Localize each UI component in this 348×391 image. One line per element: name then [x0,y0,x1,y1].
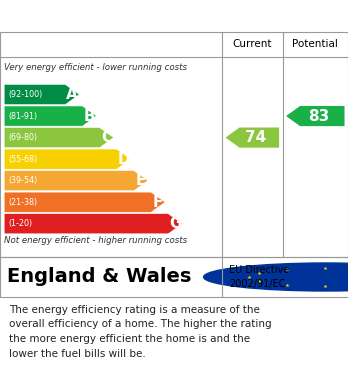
Text: A: A [66,87,78,102]
Text: 74: 74 [245,130,267,145]
Text: Energy Efficiency Rating: Energy Efficiency Rating [9,9,211,23]
Polygon shape [4,106,96,126]
Text: Current: Current [232,39,272,49]
Polygon shape [226,127,279,148]
Polygon shape [4,192,165,212]
Polygon shape [4,170,148,191]
Text: The energy efficiency rating is a measure of the
overall efficiency of a home. T: The energy efficiency rating is a measur… [9,305,271,359]
Text: B: B [84,109,95,124]
Text: (92-100): (92-100) [8,90,42,99]
Text: 83: 83 [308,109,330,124]
Text: (1-20): (1-20) [8,219,32,228]
Polygon shape [286,106,345,126]
Text: Very energy efficient - lower running costs: Very energy efficient - lower running co… [4,63,187,72]
Text: E: E [136,173,146,188]
Text: England & Wales: England & Wales [7,267,191,287]
Text: Not energy efficient - higher running costs: Not energy efficient - higher running co… [4,236,187,245]
Text: C: C [101,130,112,145]
Polygon shape [4,213,182,234]
Text: (81-91): (81-91) [8,111,38,120]
Text: Potential: Potential [292,39,338,49]
Polygon shape [4,149,131,169]
Polygon shape [4,127,113,148]
Text: EU Directive
2002/91/EC: EU Directive 2002/91/EC [229,265,289,289]
Text: (69-80): (69-80) [8,133,38,142]
Text: (39-54): (39-54) [8,176,38,185]
Text: (21-38): (21-38) [8,198,38,207]
Text: F: F [153,195,163,210]
Text: D: D [117,152,130,167]
Polygon shape [4,84,79,105]
Text: G: G [169,216,181,231]
Circle shape [204,263,348,291]
Text: (55-68): (55-68) [8,154,38,163]
